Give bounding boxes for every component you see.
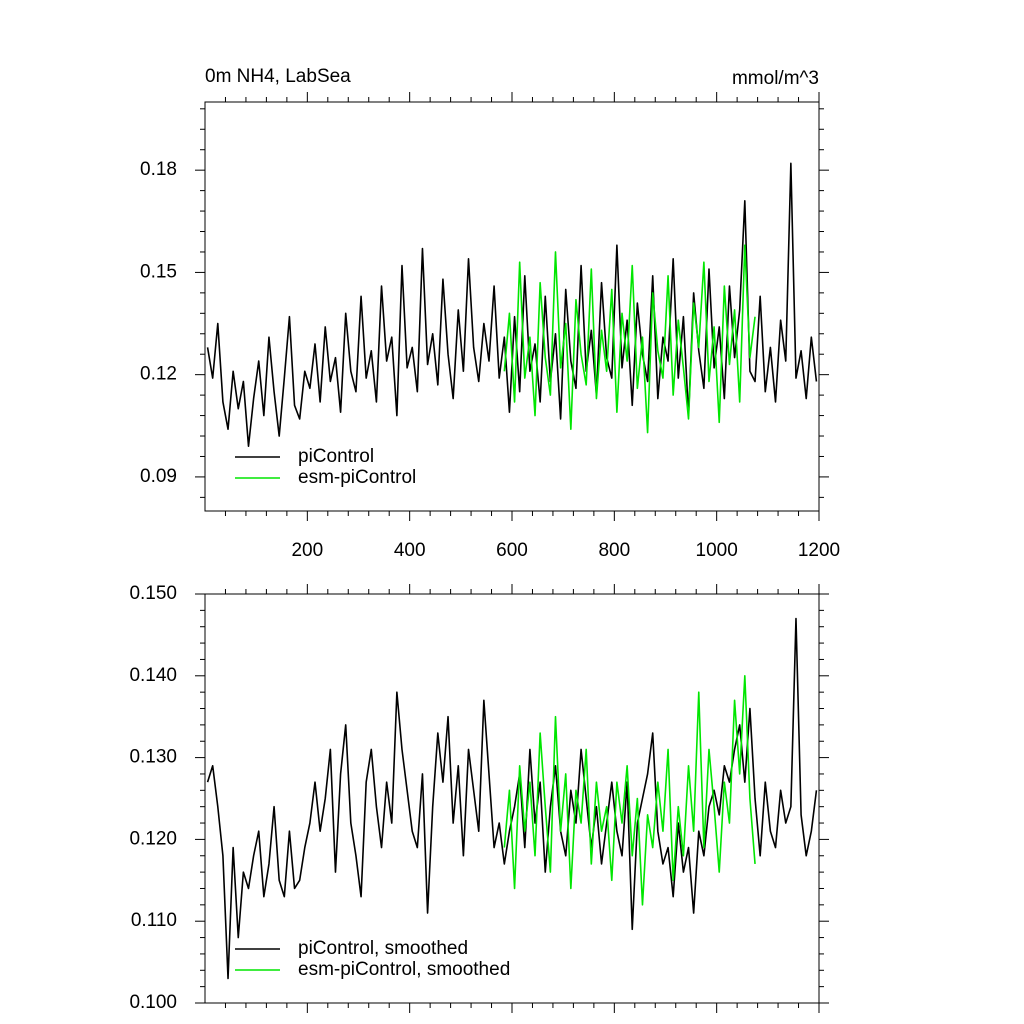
series-line xyxy=(206,617,818,980)
y-tick-label: 0.09 xyxy=(140,466,177,487)
x-tick-label: 600 xyxy=(496,540,528,561)
y-tick-label: 0.100 xyxy=(129,992,177,1013)
x-tick-label: 400 xyxy=(394,540,426,561)
units-label: mmol/m^3 xyxy=(732,68,819,89)
legend-label: esm-piControl, smoothed xyxy=(298,959,510,980)
x-tick-label: 200 xyxy=(291,540,323,561)
x-tick-label: 800 xyxy=(598,540,630,561)
y-tick-label: 0.110 xyxy=(131,910,177,931)
legend-label: piControl, smoothed xyxy=(298,938,468,959)
chart-title: 0m NH4, LabSea xyxy=(205,66,351,87)
x-tick-label: 1200 xyxy=(798,540,840,561)
x-tick-label: 1000 xyxy=(696,540,738,561)
series-line xyxy=(503,675,756,906)
legend-label: piControl xyxy=(298,446,374,467)
y-tick-label: 0.130 xyxy=(129,747,177,768)
y-tick-label: 0.18 xyxy=(140,159,177,180)
y-tick-label: 0.15 xyxy=(140,261,177,282)
series-line xyxy=(503,244,756,434)
y-tick-label: 0.150 xyxy=(129,583,177,604)
y-tick-label: 0.12 xyxy=(140,364,177,385)
y-tick-label: 0.120 xyxy=(129,828,177,849)
legend-label: esm-piControl xyxy=(298,467,416,488)
y-tick-label: 0.140 xyxy=(129,665,177,686)
